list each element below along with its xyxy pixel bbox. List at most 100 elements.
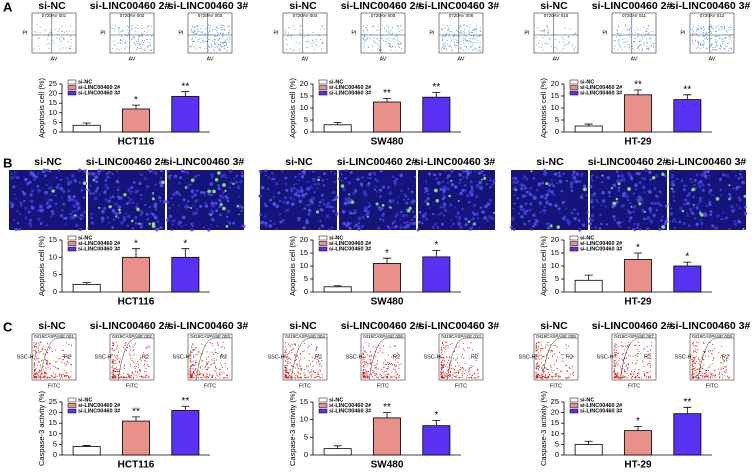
cell — [185, 184, 190, 188]
cell — [263, 215, 267, 218]
bar — [574, 443, 603, 456]
event — [476, 47, 478, 49]
event — [625, 377, 627, 379]
event — [702, 350, 705, 352]
cell — [533, 222, 537, 226]
cell — [240, 174, 245, 178]
event — [386, 25, 388, 27]
panel-label: A — [3, 0, 13, 14]
column-header: si-LINC00460 3# — [670, 0, 751, 12]
event — [398, 46, 400, 48]
event — [460, 46, 462, 48]
event — [198, 363, 200, 365]
event — [132, 376, 135, 378]
event — [47, 362, 49, 365]
event — [616, 36, 618, 38]
micrograph — [167, 170, 244, 230]
event — [364, 342, 366, 344]
event — [33, 376, 35, 378]
event — [536, 349, 538, 352]
event — [697, 42, 699, 44]
cell — [27, 210, 31, 214]
event — [199, 30, 201, 32]
cell — [151, 193, 155, 196]
event — [289, 48, 291, 50]
cell — [211, 176, 214, 179]
event — [553, 28, 555, 30]
event — [125, 341, 127, 344]
event — [698, 359, 700, 361]
cell — [313, 191, 316, 194]
cell — [693, 205, 696, 208]
event — [144, 360, 146, 362]
event — [553, 353, 556, 355]
cell — [739, 172, 742, 175]
cell — [653, 201, 657, 206]
event — [623, 356, 626, 358]
plot-x-axis: AV — [458, 56, 465, 62]
legend-swatch — [318, 241, 328, 246]
column-header: si-LINC00460 3# — [419, 320, 500, 332]
event — [546, 25, 548, 27]
cell — [333, 180, 337, 184]
cell — [21, 190, 25, 193]
event — [299, 368, 301, 370]
cell — [648, 210, 653, 214]
event — [625, 352, 627, 354]
event — [151, 26, 153, 28]
event — [205, 36, 207, 38]
legend-label: si-LINC00460 3# — [329, 408, 371, 414]
cell — [394, 224, 398, 229]
event — [454, 35, 456, 37]
event — [620, 377, 623, 379]
event — [63, 353, 65, 355]
event — [115, 370, 117, 372]
cell — [732, 208, 736, 212]
event — [718, 48, 720, 50]
y-tick-label: 5 — [304, 432, 308, 441]
event — [617, 32, 619, 34]
cell — [740, 169, 743, 172]
event — [194, 25, 196, 27]
cell — [156, 220, 160, 224]
event — [631, 44, 633, 46]
cell — [320, 193, 324, 197]
event — [625, 364, 628, 367]
cell — [636, 222, 640, 227]
event — [535, 357, 537, 359]
event — [386, 38, 388, 40]
significance: ** — [181, 396, 189, 407]
event — [714, 35, 716, 37]
event — [219, 44, 221, 46]
y-axis-label: Apoptosis cell (%) — [539, 235, 548, 296]
cell — [683, 188, 686, 192]
event — [443, 347, 445, 349]
event — [294, 367, 296, 369]
event — [376, 376, 378, 378]
event — [290, 349, 292, 352]
event — [446, 48, 448, 50]
cell — [307, 208, 312, 213]
event — [710, 30, 712, 32]
event — [626, 346, 628, 348]
cell — [228, 169, 233, 174]
event — [692, 33, 694, 35]
event — [621, 373, 623, 375]
event — [204, 366, 206, 368]
cell — [616, 221, 619, 224]
event — [449, 363, 451, 365]
cell — [80, 189, 84, 192]
event — [125, 26, 127, 28]
cell — [738, 197, 742, 202]
event — [284, 30, 286, 32]
event — [142, 376, 144, 378]
event — [294, 49, 296, 51]
event — [563, 44, 565, 46]
event — [119, 49, 121, 51]
cell — [426, 197, 430, 201]
event — [726, 45, 728, 47]
event — [136, 47, 138, 49]
legend-label: si-LINC00460 2# — [329, 85, 371, 91]
cell — [671, 183, 676, 187]
event — [715, 45, 717, 47]
